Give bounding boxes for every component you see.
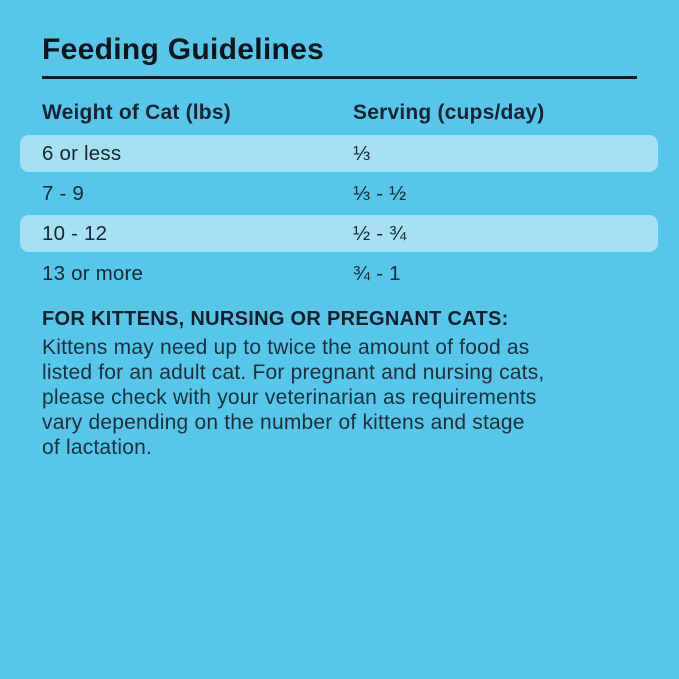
title-underline-rule xyxy=(42,76,637,79)
kittens-note-body: Kittens may need up to twice the amount … xyxy=(42,336,545,459)
cell-weight: 10 - 12 xyxy=(42,221,108,245)
table-row: 13 or more ¾ - 1 xyxy=(20,255,658,292)
table-row: 7 - 9 ⅓ - ½ xyxy=(20,175,658,212)
cell-weight: 7 - 9 xyxy=(42,181,85,205)
column-header-serving: Serving (cups/day) xyxy=(353,101,545,124)
cell-weight: 13 or more xyxy=(42,261,144,285)
feeding-table: 6 or less ⅓ 7 - 9 ⅓ - ½ 10 - 12 ½ - ¾ 13… xyxy=(20,135,658,295)
cell-weight: 6 or less xyxy=(42,141,122,165)
table-header-row: Weight of Cat (lbs) Serving (cups/day) xyxy=(20,101,658,125)
table-row: 6 or less ⅓ xyxy=(20,135,658,172)
page-title: Feeding Guidelines xyxy=(42,33,325,66)
column-header-weight: Weight of Cat (lbs) xyxy=(42,101,231,124)
cell-serving: ⅓ - ½ xyxy=(353,181,407,205)
kittens-note-heading: FOR KITTENS, NURSING OR PREGNANT CATS: xyxy=(42,308,509,330)
table-row: 10 - 12 ½ - ¾ xyxy=(20,215,658,252)
cell-serving: ⅓ xyxy=(353,141,371,165)
cell-serving: ½ - ¾ xyxy=(353,221,407,245)
cell-serving: ¾ - 1 xyxy=(353,261,401,285)
